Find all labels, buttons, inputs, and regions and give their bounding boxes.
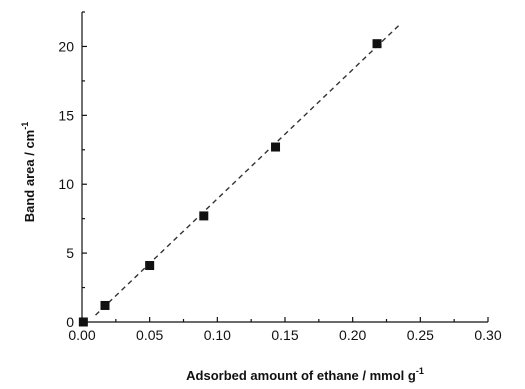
y-axis-title-text: Band area / cm [22, 130, 37, 223]
data-point [372, 39, 382, 49]
data-point [100, 300, 110, 310]
y-axis-title: Band area / cm-1 [20, 122, 37, 223]
data-point [145, 261, 155, 271]
x-tick-label: 0.00 [68, 327, 95, 343]
fit-line [95, 22, 402, 316]
x-ticks: 0.00 0.05 0.10 0.15 0.20 0.25 0.30 [68, 317, 502, 343]
y-ticks: 0 5 10 15 20 [58, 11, 87, 330]
x-tick-label: 0.25 [407, 327, 434, 343]
data-points [78, 39, 382, 327]
y-tick-label: 10 [58, 176, 74, 192]
x-tick-label: 0.05 [136, 327, 163, 343]
x-axis-title: Adsorbed amount of ethane / mmol g-1 [186, 366, 424, 383]
x-tick-label: 0.15 [271, 327, 298, 343]
y-tick-label: 0 [66, 314, 74, 330]
data-point [78, 317, 88, 327]
y-tick-label: 15 [58, 107, 74, 123]
x-tick-label: 0.10 [204, 327, 231, 343]
y-tick-label: 20 [58, 38, 74, 54]
x-axis-title-text: Adsorbed amount of ethane / mmol g [186, 368, 416, 383]
y-axis-title-superscript: -1 [20, 122, 30, 130]
x-axis-title-superscript: -1 [416, 366, 424, 376]
x-tick-label: 0.30 [474, 327, 501, 343]
y-tick-label: 5 [66, 245, 74, 261]
data-point [199, 211, 209, 221]
x-tick-label: 0.20 [339, 327, 366, 343]
data-point [271, 142, 281, 152]
